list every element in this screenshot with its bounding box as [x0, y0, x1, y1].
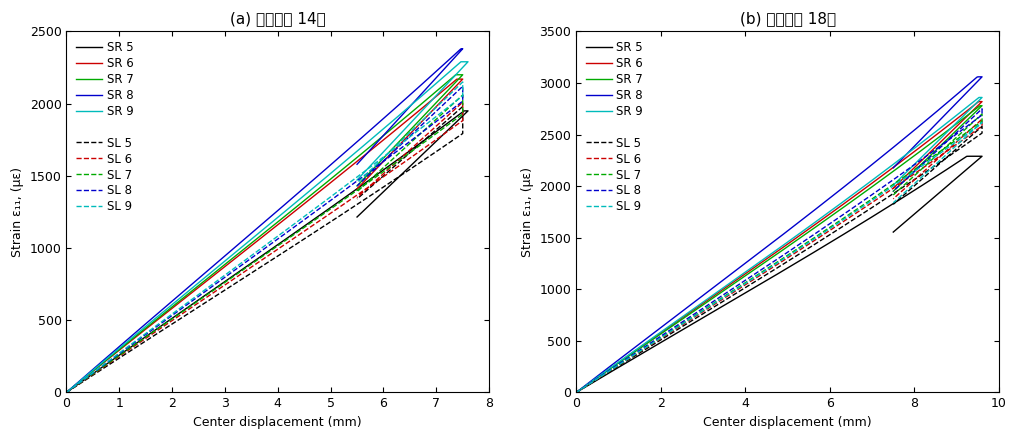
Y-axis label: Strain ε₁₁, (με): Strain ε₁₁, (με): [11, 167, 24, 257]
Y-axis label: Strain ε₁₁, (με): Strain ε₁₁, (με): [521, 167, 533, 257]
Title: (b) 수직하중 18톤: (b) 수직하중 18톤: [739, 11, 836, 26]
Legend: SR 5, SR 6, SR 7, SR 8, SR 9,  , SL 5, SL 6, SL 7, SL 8, SL 9: SR 5, SR 6, SR 7, SR 8, SR 9, , SL 5, SL…: [72, 37, 136, 217]
Legend: SR 5, SR 6, SR 7, SR 8, SR 9,  , SL 5, SL 6, SL 7, SL 8, SL 9: SR 5, SR 6, SR 7, SR 8, SR 9, , SL 5, SL…: [582, 37, 646, 217]
X-axis label: Center displacement (mm): Center displacement (mm): [703, 416, 871, 429]
Title: (a) 수직하중 14톤: (a) 수직하중 14톤: [230, 11, 326, 26]
X-axis label: Center displacement (mm): Center displacement (mm): [193, 416, 362, 429]
